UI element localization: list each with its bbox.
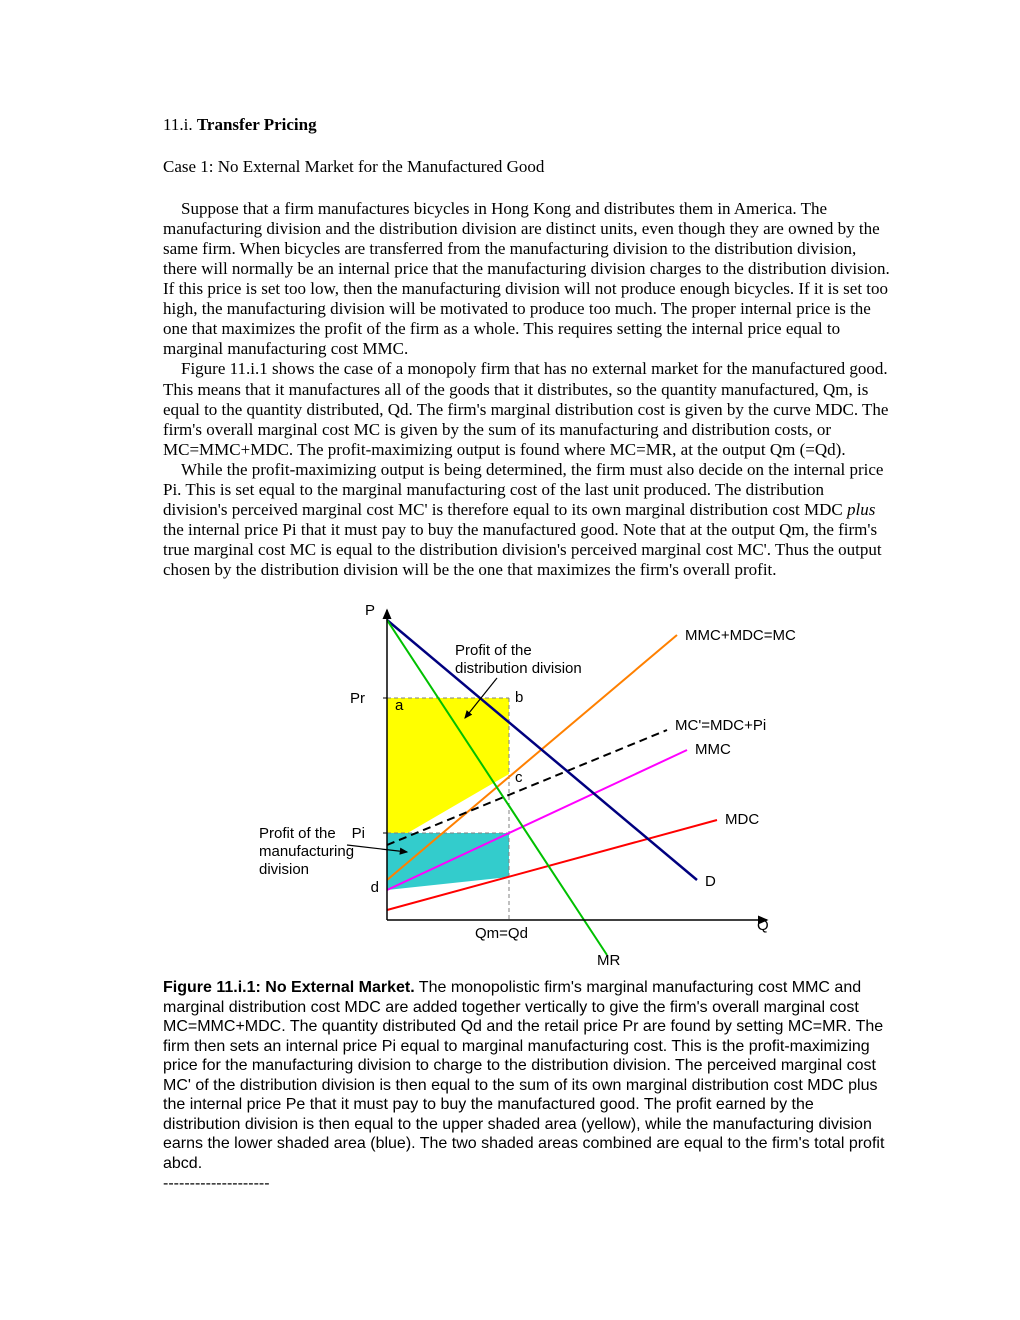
svg-text:division: division — [259, 861, 309, 878]
svg-text:manufacturing: manufacturing — [259, 843, 354, 860]
para1c-italic: plus — [847, 500, 875, 519]
paragraph-1: Suppose that a firm manufactures bicycle… — [163, 199, 890, 580]
svg-text:MMC+MDC=MC: MMC+MDC=MC — [685, 627, 796, 644]
caption-body: The monopolistic firm's marginal manufac… — [163, 979, 884, 1172]
svg-text:Pi: Pi — [351, 825, 364, 842]
para1a-text: Suppose that a firm manufactures bicycle… — [163, 199, 890, 358]
page: 11.i. Transfer Pricing Case 1: No Extern… — [0, 0, 1020, 1254]
chart-svg: P Q Pr Pi a b c d Qm=Qd MR D MDC MMC MC'=MDC+Pi MMC+MD… — [247, 590, 807, 970]
figure-caption: Figure 11.i.1: No External Market. The m… — [163, 978, 890, 1173]
svg-text:distribution division: distribution division — [455, 660, 582, 677]
svg-text:b: b — [515, 689, 523, 706]
svg-text:Profit of the: Profit of the — [259, 825, 336, 842]
svg-text:d: d — [370, 879, 378, 896]
heading: 11.i. Transfer Pricing — [163, 115, 890, 135]
svg-text:Profit of the: Profit of the — [455, 642, 532, 659]
para1c-before: While the profit-maximizing output is be… — [163, 460, 883, 519]
section-number: 11.i. — [163, 115, 193, 134]
svg-text:MR: MR — [597, 952, 620, 969]
svg-text:P: P — [364, 602, 374, 619]
svg-text:MDC: MDC — [725, 811, 759, 828]
svg-text:Qm=Qd: Qm=Qd — [475, 925, 528, 942]
svg-text:Q: Q — [757, 917, 769, 934]
para1b-text: Figure 11.i.1 shows the case of a monopo… — [163, 359, 888, 458]
section-title: Transfer Pricing — [197, 115, 317, 134]
svg-text:MC'=MDC+Pi: MC'=MDC+Pi — [675, 717, 766, 734]
figure: P Q Pr Pi a b c d Qm=Qd MR D MDC MMC MC'=MDC+Pi MMC+MD… — [163, 590, 890, 970]
case-line: Case 1: No External Market for the Manuf… — [163, 157, 890, 177]
separator-dashes: -------------------- — [163, 1175, 890, 1194]
svg-text:D: D — [705, 873, 716, 890]
svg-text:a: a — [395, 697, 404, 714]
para1c-after: the internal price Pi that it must pay t… — [163, 520, 882, 579]
svg-text:MMC: MMC — [695, 741, 731, 758]
svg-text:Pr: Pr — [350, 690, 365, 707]
caption-title: Figure 11.i.1: No External Market. — [163, 979, 415, 996]
svg-text:c: c — [515, 769, 523, 786]
